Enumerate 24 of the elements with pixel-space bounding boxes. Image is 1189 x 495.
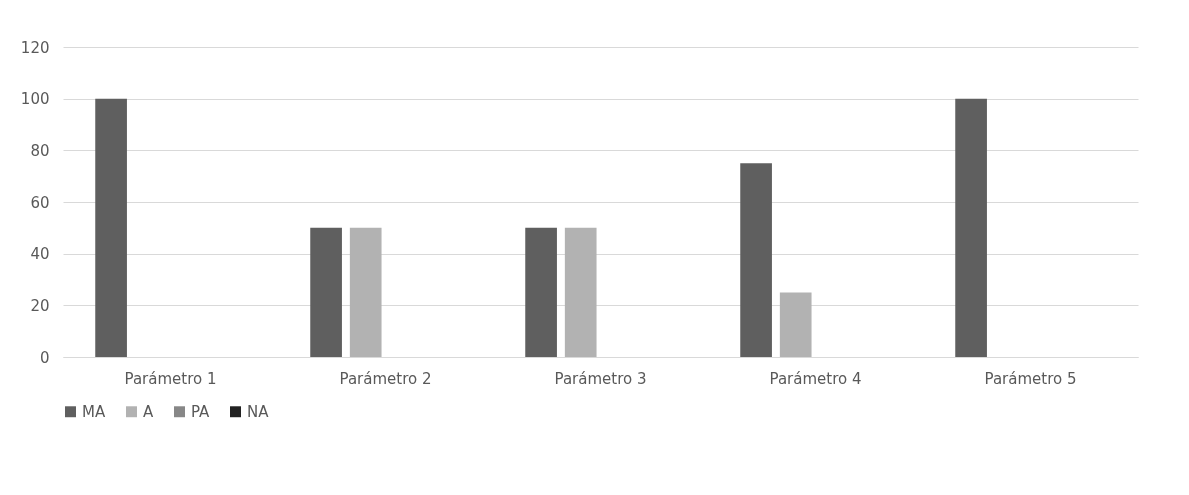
y-tick-label: 40 — [30, 245, 50, 264]
bar — [349, 227, 382, 357]
y-tick-label: 60 — [30, 193, 50, 212]
bar — [95, 98, 127, 357]
legend-label: NA — [247, 402, 270, 421]
y-tick-label: 80 — [30, 141, 50, 160]
legend-label: A — [143, 402, 154, 421]
bar — [955, 98, 987, 357]
y-tick-label: 100 — [20, 90, 50, 109]
y-tick-label: 120 — [20, 38, 50, 57]
bar — [564, 227, 597, 357]
legend-label: PA — [191, 402, 211, 421]
x-tick-label: Parámetro 5 — [984, 369, 1077, 388]
y-tick-label: 20 — [30, 296, 50, 315]
bar — [525, 227, 557, 357]
bar — [779, 292, 812, 357]
x-tick-label: Parámetro 3 — [554, 369, 647, 388]
x-tick-label: Parámetro 1 — [124, 369, 217, 388]
x-tick-label: Parámetro 4 — [769, 369, 862, 388]
bar — [740, 163, 772, 357]
y-tick-label: 0 — [39, 348, 50, 367]
legend-label: MA — [82, 402, 106, 421]
x-tick-label: Parámetro 2 — [339, 369, 432, 388]
bar — [310, 227, 342, 357]
